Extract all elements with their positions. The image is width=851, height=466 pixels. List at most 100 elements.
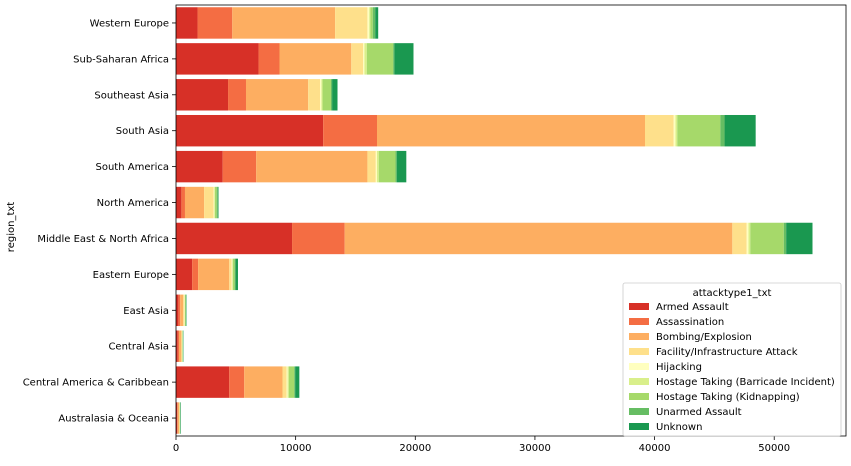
bar-segment-4-1	[222, 150, 257, 183]
y-tick-label: Central America & Caribbean	[23, 378, 169, 389]
bar-segment-7-8	[235, 258, 238, 291]
legend-box	[622, 282, 842, 437]
legend-swatch	[629, 393, 649, 400]
y-tick-label: South America	[96, 162, 170, 173]
bar-segment-2-8	[332, 79, 338, 111]
bar-segment-10-8	[295, 366, 300, 398]
bar-segment-3-8	[724, 114, 756, 147]
bar-segment-4-5	[377, 150, 379, 183]
y-tick-label: Southeast Asia	[94, 90, 169, 101]
bar-segment-0-8	[375, 7, 379, 39]
bar-segment-11-3	[178, 402, 180, 434]
y-tick-label: Western Europe	[90, 18, 169, 29]
bar-segment-6-8	[786, 222, 813, 255]
bar-segment-6-4	[746, 222, 749, 255]
bar-segment-5-8	[217, 186, 219, 219]
legend-title: attacktype1_txt	[693, 288, 772, 299]
bar-segment-3-7	[720, 114, 725, 147]
bar-segment-2-1	[228, 79, 246, 111]
bar-segment-10-5	[287, 366, 289, 398]
legend-label: Assassination	[656, 317, 724, 328]
legend-swatch	[629, 378, 649, 385]
bar-segment-0-0	[176, 7, 198, 39]
bar-segment-9-2	[178, 330, 182, 362]
y-tick-label: North America	[97, 198, 169, 209]
legend: attacktype1_txt Armed Assault Assassinatio…	[622, 282, 842, 437]
bar-segment-9-1	[177, 330, 179, 362]
bar-segment-1-3	[351, 43, 364, 75]
y-tick-label: Middle East & North Africa	[37, 234, 169, 245]
legend-label: Hijacking	[656, 362, 702, 373]
y-tick-label: Eastern Europe	[93, 270, 169, 281]
bar-segment-5-2	[184, 186, 205, 219]
bar-segment-6-5	[748, 222, 751, 255]
value-axis: 0 10000 20000 30000 40000 50000	[173, 436, 790, 454]
bar-segment-2-2	[245, 79, 309, 111]
bar-segment-1-0	[176, 43, 259, 75]
bar-segment-8-1	[178, 294, 181, 327]
bar-segment-5-6	[214, 186, 217, 219]
bar-segment-8-6	[184, 294, 186, 327]
bar-segment-2-5	[321, 79, 323, 111]
y-tick-label: Australasia & Oceania	[58, 414, 169, 425]
bar-segment-8-0	[176, 294, 179, 327]
bar-segment-6-1	[292, 222, 345, 255]
bar-segment-4-0	[176, 150, 223, 183]
bar-segment-3-0	[176, 114, 324, 147]
bar-segment-3-1	[323, 114, 377, 147]
bar-segment-5-3	[204, 186, 214, 219]
x-tick-label: 0	[173, 443, 179, 454]
bar-segment-1-1	[258, 43, 280, 75]
legend-label: Unknown	[656, 422, 702, 433]
bar-segment-7-2	[198, 258, 230, 291]
legend-label: Hostage Taking (Barricade Incident)	[656, 377, 835, 388]
bar-segment-4-8	[396, 150, 407, 183]
bar-segment-7-5	[232, 258, 233, 291]
bar-segment-1-7	[393, 43, 395, 75]
bar-segment-0-3	[335, 7, 368, 39]
bar-segment-5-5	[214, 186, 215, 219]
bar-segment-10-7	[294, 366, 296, 398]
bar-segment-6-2	[344, 222, 733, 255]
x-tick-label: 40000	[639, 443, 671, 454]
x-tick-label: 50000	[758, 443, 790, 454]
bar-segment-1-6	[366, 43, 394, 75]
legend-swatch	[629, 318, 649, 325]
bar-segment-1-2	[279, 43, 352, 75]
x-tick-label: 20000	[399, 443, 431, 454]
bar-segment-3-2	[377, 114, 645, 147]
bar-segment-3-3	[645, 114, 674, 147]
legend-swatch	[629, 333, 649, 340]
bar-segment-10-0	[176, 366, 230, 398]
legend-swatch	[629, 408, 649, 415]
y-tick-label: South Asia	[116, 126, 169, 137]
bar-segment-7-3	[229, 258, 232, 291]
bar-segment-3-6	[677, 114, 721, 147]
bar-segment-4-2	[256, 150, 368, 183]
bar-segment-6-3	[732, 222, 747, 255]
bar-segment-7-6	[232, 258, 235, 291]
x-tick-label: 10000	[280, 443, 312, 454]
bar-segment-2-0	[176, 79, 229, 111]
bar-segment-4-6	[378, 150, 396, 183]
category-axis: Western Europe Sub-Saharan Africa Southeas…	[23, 18, 176, 425]
bar-segment-7-0	[176, 258, 193, 291]
legend-label: Facility/Infrastructure Attack	[656, 347, 798, 358]
bar-segment-0-6	[370, 7, 373, 39]
bar-segment-2-6	[322, 79, 331, 111]
bar-segment-6-6	[750, 222, 784, 255]
bar-segment-8-2	[180, 294, 184, 327]
bar-segment-1-8	[394, 43, 414, 75]
bar-segment-10-4	[286, 366, 288, 398]
bar-segment-5-1	[181, 186, 185, 219]
y-axis-title: region_txt	[6, 202, 17, 252]
legend-label: Hostage Taking (Kidnapping)	[656, 392, 800, 403]
bar-segment-10-1	[229, 366, 245, 398]
legend-swatch	[629, 303, 649, 310]
bar-segment-3-5	[675, 114, 678, 147]
legend-swatch	[629, 363, 649, 370]
bar-segment-5-0	[176, 186, 182, 219]
bar-segment-6-0	[176, 222, 293, 255]
legend-swatch	[629, 423, 649, 430]
